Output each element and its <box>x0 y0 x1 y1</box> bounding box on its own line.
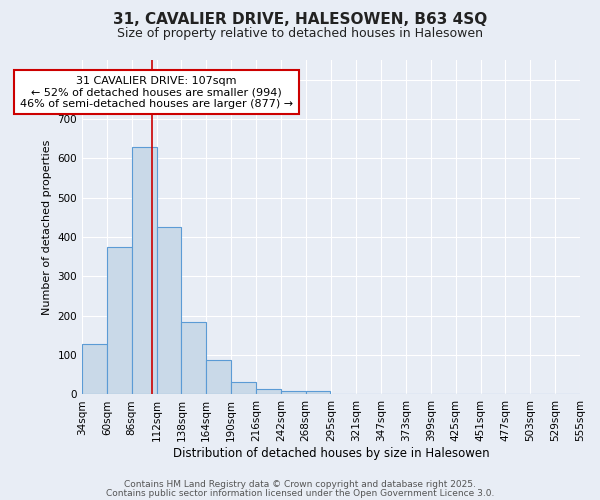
Bar <box>181 322 206 394</box>
Text: Contains HM Land Registry data © Crown copyright and database right 2025.: Contains HM Land Registry data © Crown c… <box>124 480 476 489</box>
Text: Size of property relative to detached houses in Halesowen: Size of property relative to detached ho… <box>117 28 483 40</box>
Bar <box>256 388 281 394</box>
Bar <box>281 392 305 394</box>
Text: Contains public sector information licensed under the Open Government Licence 3.: Contains public sector information licen… <box>106 488 494 498</box>
Bar <box>131 146 157 394</box>
Bar <box>305 392 331 394</box>
Bar <box>206 360 231 394</box>
Bar <box>107 247 131 394</box>
Y-axis label: Number of detached properties: Number of detached properties <box>42 140 52 315</box>
X-axis label: Distribution of detached houses by size in Halesowen: Distribution of detached houses by size … <box>173 447 489 460</box>
Text: 31, CAVALIER DRIVE, HALESOWEN, B63 4SQ: 31, CAVALIER DRIVE, HALESOWEN, B63 4SQ <box>113 12 487 28</box>
Text: 31 CAVALIER DRIVE: 107sqm
← 52% of detached houses are smaller (994)
46% of semi: 31 CAVALIER DRIVE: 107sqm ← 52% of detac… <box>20 76 293 109</box>
Bar <box>82 344 107 395</box>
Bar <box>231 382 256 394</box>
Bar <box>157 227 181 394</box>
